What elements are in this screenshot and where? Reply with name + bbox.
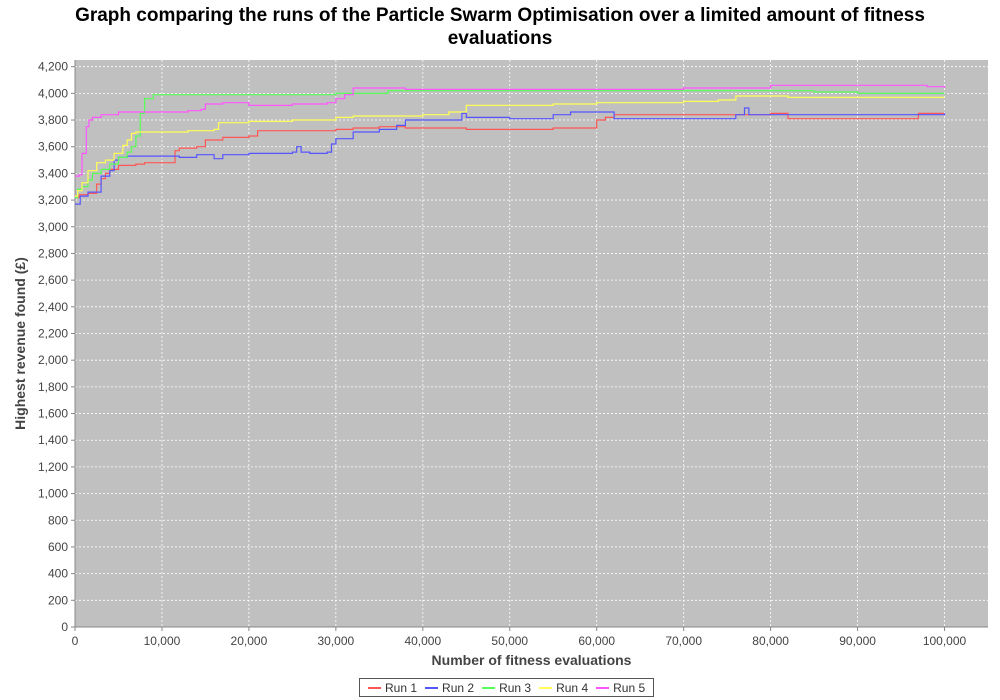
x-tick-label: 90,000 [839, 634, 876, 648]
legend-label: Run 5 [613, 680, 646, 695]
y-tick-label: 400 [48, 567, 68, 581]
y-tick-label: 600 [48, 540, 68, 554]
x-tick-label: 20,000 [231, 634, 268, 648]
x-tick-label: 40,000 [404, 634, 441, 648]
legend-swatch [425, 686, 439, 689]
plot-area [75, 60, 988, 627]
y-tick-label: 3,200 [38, 193, 68, 207]
legend-swatch [539, 686, 553, 689]
x-tick-label: 100,000 [923, 634, 967, 648]
y-tick-label: 3,000 [38, 220, 68, 234]
y-tick-label: 4,000 [38, 86, 68, 100]
y-tick-label: 2,400 [38, 300, 68, 314]
x-tick-label: 80,000 [752, 634, 789, 648]
x-axis: 0 10,000 20,000 30,000 40,000 50,000 60,000 70,… [72, 626, 988, 648]
legend-swatch [596, 686, 610, 689]
y-tick-label: 0 [61, 620, 68, 634]
y-tick-label: 2,000 [38, 353, 68, 367]
chart-title: Graph comparing the runs of the Particle… [0, 4, 1000, 50]
legend-item-run-2: Run 2 [425, 681, 474, 695]
y-tick-label: 1,400 [38, 433, 68, 447]
x-tick-label: 30,000 [318, 634, 355, 648]
y-tick-label: 200 [48, 593, 68, 607]
legend-item-run-1: Run 1 [368, 681, 417, 695]
grid-lines [75, 60, 988, 627]
y-tick-label: 2,600 [38, 273, 68, 287]
legend-label: Run 2 [442, 680, 475, 695]
series-line-run-3 [75, 90, 945, 198]
legend-item-run-3: Run 3 [482, 681, 531, 695]
series-line-run-5 [75, 84, 946, 177]
y-axis-title: Highest revenue found (£) [12, 257, 28, 430]
x-tick-label: 70,000 [665, 634, 702, 648]
x-axis-title: Number of fitness evaluations [432, 652, 632, 668]
series-lines [75, 84, 946, 205]
y-tick-label: 3,800 [38, 113, 68, 127]
x-tick-label: 10,000 [144, 634, 181, 648]
y-tick-label: 2,200 [38, 326, 68, 340]
legend-swatch [482, 686, 496, 689]
legend-item-run-5: Run 5 [596, 681, 645, 695]
legend: Run 1 Run 2 Run 3 Run 4 Run 5 [359, 678, 655, 697]
x-tick-label: 0 [72, 634, 79, 648]
legend-label: Run 3 [499, 680, 532, 695]
y-tick-label: 1,200 [38, 460, 68, 474]
legend-swatch [368, 686, 381, 689]
series-line-run-1 [75, 112, 945, 198]
legend-label: Run 4 [556, 680, 589, 695]
y-tick-label: 2,800 [38, 246, 68, 260]
series-line-run-4 [75, 95, 945, 197]
y-tick-label: 1,000 [38, 487, 68, 501]
y-tick-label: 3,600 [38, 140, 68, 154]
chart-title-line-2: evaluations [447, 28, 553, 49]
x-tick-label: 50,000 [491, 634, 528, 648]
y-tick-label: 4,200 [38, 60, 68, 74]
y-tick-label: 1,600 [38, 407, 68, 421]
y-tick-label: 1,800 [38, 380, 68, 394]
legend-label: Run 1 [385, 680, 418, 695]
y-tick-label: 800 [48, 513, 68, 527]
x-tick-label: 60,000 [578, 634, 615, 648]
legend-item-run-4: Run 4 [539, 681, 588, 695]
y-axis: 0 200 400 600 800 1,000 1,200 1,400 1,600 1,800 2,… [38, 60, 76, 634]
chart-title-line-1: Graph comparing the runs of the Particle… [75, 5, 925, 26]
y-tick-label: 3,400 [38, 166, 68, 180]
